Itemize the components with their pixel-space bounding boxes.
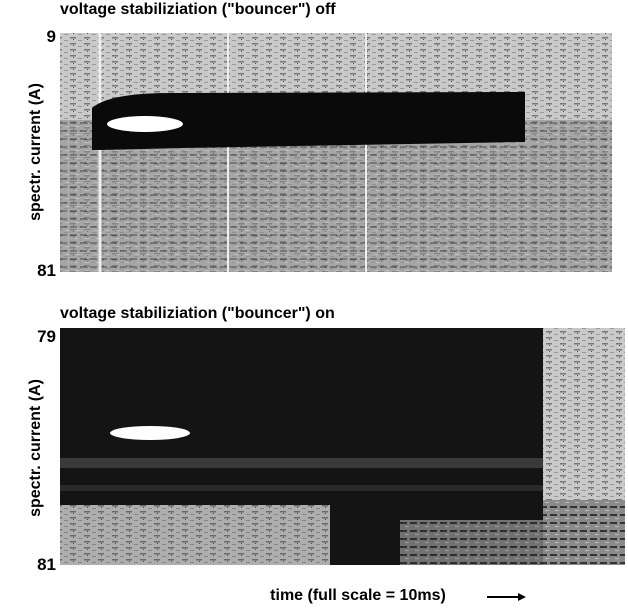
- y-top-label: 79: [37, 327, 56, 346]
- panel-title: voltage stabiliziation ("bouncer") on: [60, 305, 335, 322]
- panel-plot: [60, 328, 625, 565]
- y-axis-label: spectr. current (A): [27, 379, 44, 517]
- arrow: [487, 593, 526, 601]
- y-bottom-label: 81: [37, 261, 56, 280]
- y-top-label: 9: [47, 27, 56, 46]
- x-axis-label: time (full scale = 10ms): [270, 587, 446, 604]
- y-axis-label: spectr. current (A): [27, 83, 44, 221]
- panel-title: voltage stabiliziation ("bouncer") off: [60, 1, 336, 18]
- panel-plot: [60, 33, 612, 272]
- y-bottom-label: 81: [37, 555, 56, 574]
